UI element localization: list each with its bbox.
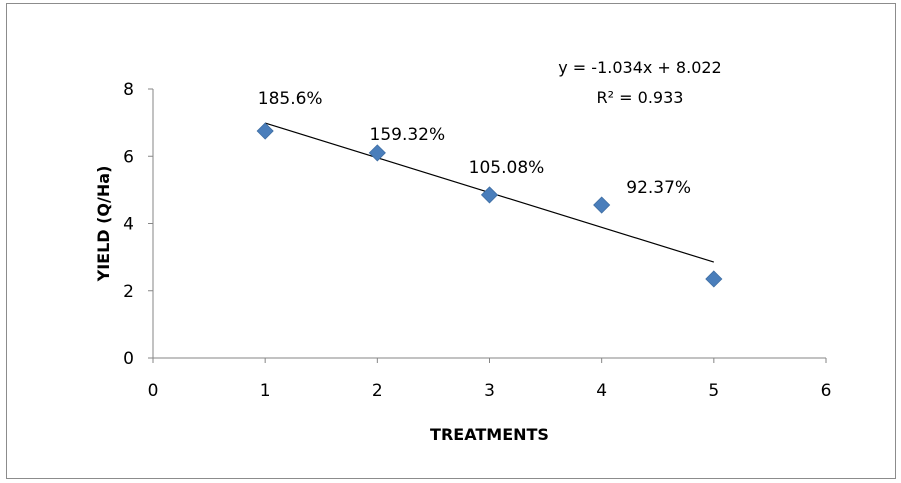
x-tick-label: 3 bbox=[484, 381, 495, 401]
data-point bbox=[593, 196, 611, 214]
y-tick-label: 4 bbox=[123, 215, 134, 235]
x-tick-label: 1 bbox=[260, 381, 271, 401]
y-tick-label: 0 bbox=[123, 349, 134, 369]
chart-svg: 0 1 2 3 4 5 6 0 2 4 6 8 TREATMENTS YIELD (Q/Ha) 185… bbox=[94, 58, 831, 444]
x-axis-title: TREATMENTS bbox=[430, 425, 549, 444]
x-tick-label: 5 bbox=[708, 381, 719, 401]
data-point bbox=[256, 122, 274, 140]
y-tick-label: 2 bbox=[123, 282, 134, 302]
x-tick-label: 4 bbox=[596, 381, 607, 401]
y-tick-label: 8 bbox=[123, 80, 134, 100]
y-tick-label: 6 bbox=[123, 147, 134, 167]
y-axis-title: YIELD (Q/Ha) bbox=[94, 166, 113, 283]
x-tick-label: 0 bbox=[148, 381, 159, 401]
data-label: 185.6% bbox=[258, 89, 323, 109]
data-point bbox=[480, 186, 499, 204]
x-tick-label: 6 bbox=[821, 381, 832, 401]
trendline-r2: R² = 0.933 bbox=[597, 88, 684, 107]
axes bbox=[152, 89, 826, 359]
data-point bbox=[368, 144, 386, 162]
data-label: 105.08% bbox=[469, 158, 545, 178]
data-points bbox=[256, 122, 723, 288]
ticks bbox=[148, 88, 827, 363]
tick-labels: 0 1 2 3 4 5 6 0 2 4 6 8 bbox=[123, 80, 831, 401]
data-label: 159.32% bbox=[370, 125, 446, 145]
data-point bbox=[705, 270, 723, 288]
trendline-equation: y = -1.034x + 8.022 bbox=[558, 58, 721, 77]
data-labels: 185.6% 159.32% 105.08% 92.37% bbox=[258, 89, 691, 198]
data-label: 92.37% bbox=[626, 178, 691, 198]
chart-frame: 0 1 2 3 4 5 6 0 2 4 6 8 TREATMENTS YIELD (Q/Ha) 185… bbox=[6, 3, 896, 479]
x-tick-label: 2 bbox=[372, 381, 383, 401]
